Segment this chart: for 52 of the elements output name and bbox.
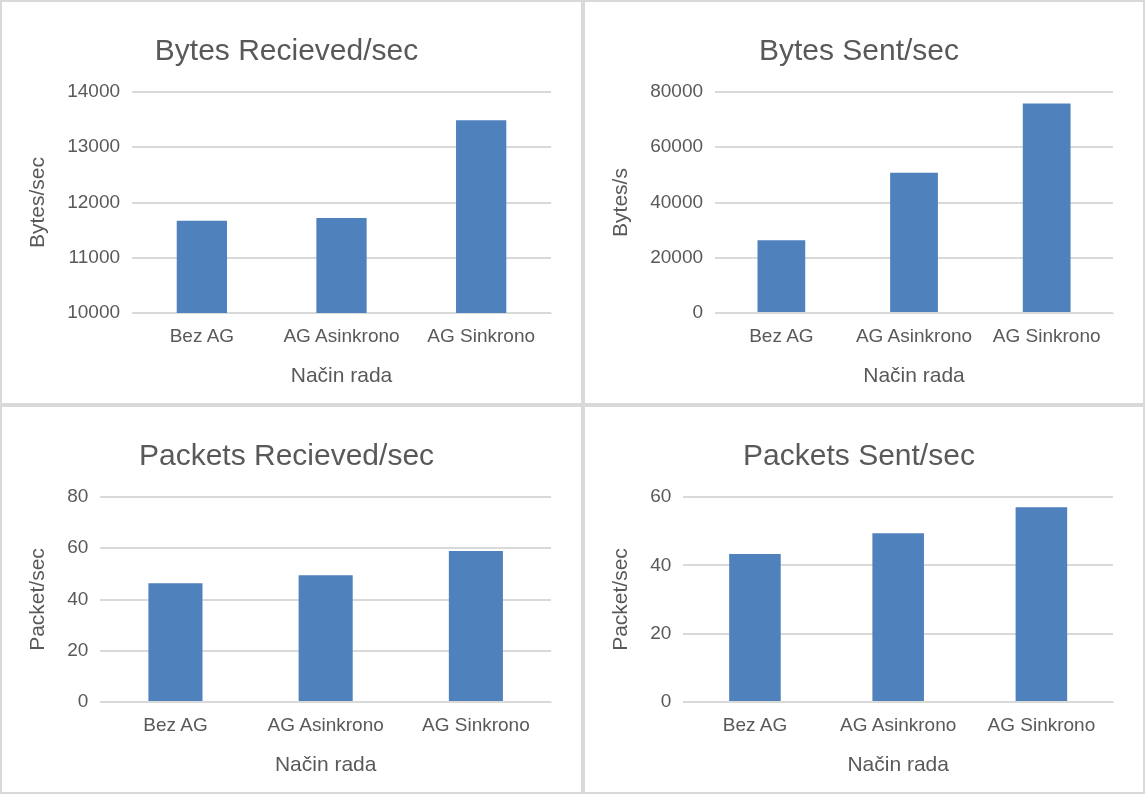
y-tick-label: 80000 — [650, 80, 704, 102]
y-tick-label: 40000 — [650, 190, 704, 212]
x-tick-label: AG Sinkrono — [422, 713, 530, 735]
y-tick-label: 20 — [67, 638, 89, 660]
x-tick-label: Bez AG — [143, 713, 208, 735]
y-tick-label: 11000 — [68, 245, 121, 267]
x-tick-label: AG Asinkrono — [840, 713, 957, 735]
y-tick-label: 0 — [692, 301, 704, 323]
y-axis-title: Packet/sec — [25, 548, 49, 651]
y-tick-label: 14000 — [67, 80, 121, 102]
y-tick-label: 12000 — [67, 190, 121, 212]
bar — [757, 240, 806, 312]
y-tick-label: 10000 — [67, 301, 121, 323]
bar — [890, 172, 938, 312]
x-tick-label: AG Asinkrono — [855, 324, 973, 346]
chart-title: Bytes Recieved/sec — [154, 33, 419, 67]
y-axis-title: Bytes/s — [608, 168, 632, 237]
y-tick-label: 40 — [67, 587, 89, 609]
chart-title: Packets Sent/sec — [743, 438, 975, 472]
x-tick-label: AG Sinkrono — [987, 713, 1096, 735]
x-tick-label: Bez AG — [749, 324, 814, 346]
y-tick-label: 0 — [660, 690, 672, 712]
chart-title: Packets Recieved/sec — [138, 438, 435, 472]
y-tick-label: 0 — [77, 690, 89, 712]
y-tick-label: 20000 — [650, 245, 704, 267]
y-tick-label: 40 — [650, 553, 672, 575]
x-tick-label: AG Asinkrono — [283, 324, 400, 346]
bar — [1022, 103, 1071, 312]
x-tick-label: AG Sinkrono — [427, 324, 536, 346]
y-tick-label: 60000 — [650, 135, 704, 157]
y-axis-title: Packet/sec — [608, 548, 632, 651]
bar — [148, 583, 203, 701]
y-tick-label: 80 — [67, 485, 89, 507]
x-axis-title: Način rada — [274, 752, 377, 776]
x-tick-label: AG Asinkrono — [267, 713, 384, 735]
bar — [872, 533, 924, 701]
x-axis-title: Način rada — [863, 363, 966, 387]
y-tick-label: 60 — [650, 485, 672, 507]
bar — [729, 554, 781, 701]
y-tick-label: 20 — [650, 621, 672, 643]
y-axis-title: Bytes/sec — [25, 156, 49, 249]
bar — [1015, 507, 1068, 701]
x-axis-title: Način rada — [290, 363, 393, 387]
x-axis-title: Način rada — [847, 752, 950, 776]
bar — [448, 551, 503, 701]
x-tick-label: AG Sinkrono — [992, 324, 1101, 346]
bar — [298, 575, 353, 701]
x-tick-label: Bez AG — [722, 713, 788, 735]
y-tick-label: 60 — [67, 536, 89, 558]
x-tick-label: Bez AG — [169, 324, 235, 346]
y-tick-label: 13000 — [67, 135, 121, 157]
chart-title: Bytes Sent/sec — [758, 33, 960, 67]
